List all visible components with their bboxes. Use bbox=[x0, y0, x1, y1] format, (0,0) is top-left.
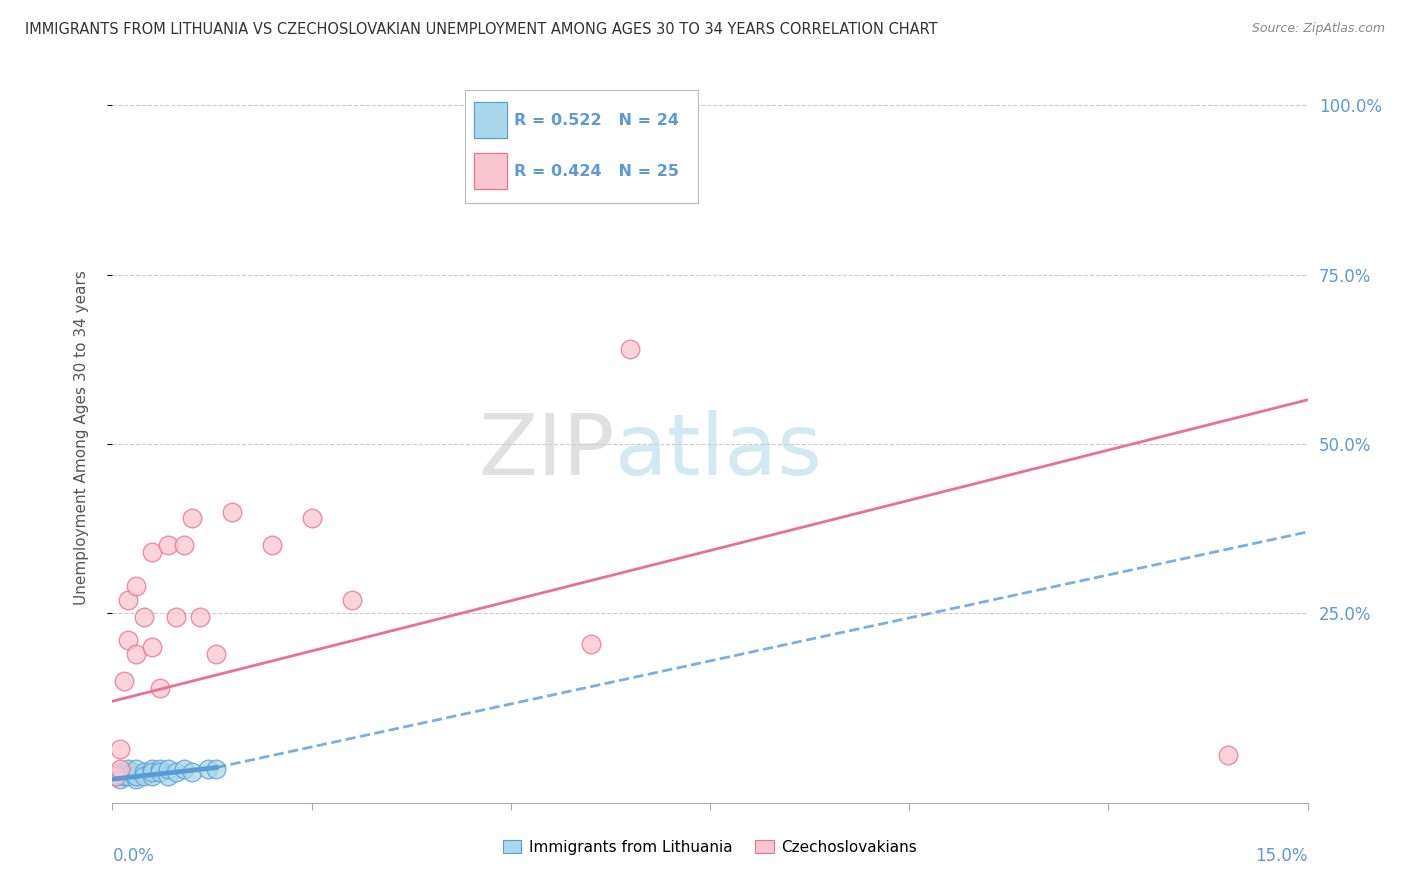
Point bbox=[105, 769, 128, 783]
Point bbox=[165, 765, 187, 780]
Point bbox=[125, 769, 148, 783]
Point bbox=[173, 762, 195, 776]
Point bbox=[121, 765, 143, 780]
Point bbox=[301, 511, 323, 525]
Point bbox=[157, 762, 180, 776]
Point bbox=[205, 647, 228, 661]
Point bbox=[110, 762, 132, 776]
Point bbox=[221, 505, 243, 519]
Point bbox=[1216, 748, 1239, 763]
Point bbox=[117, 769, 139, 783]
Text: 0.0%: 0.0% bbox=[112, 847, 155, 864]
Text: ZIP: ZIP bbox=[478, 410, 614, 493]
Point bbox=[125, 762, 148, 776]
Point bbox=[149, 681, 172, 695]
Point bbox=[141, 762, 163, 776]
Point bbox=[134, 609, 156, 624]
Point bbox=[117, 762, 139, 776]
Point bbox=[157, 769, 180, 783]
Point bbox=[141, 769, 163, 783]
Point bbox=[579, 637, 602, 651]
Point bbox=[181, 511, 204, 525]
Point bbox=[125, 647, 148, 661]
Point bbox=[117, 592, 139, 607]
Point bbox=[141, 765, 163, 780]
Point bbox=[188, 609, 211, 624]
Point bbox=[165, 609, 187, 624]
Point bbox=[157, 538, 180, 552]
Point bbox=[260, 538, 283, 552]
Point bbox=[105, 769, 128, 783]
Text: atlas: atlas bbox=[614, 410, 823, 493]
Point bbox=[149, 765, 172, 780]
Text: IMMIGRANTS FROM LITHUANIA VS CZECHOSLOVAKIAN UNEMPLOYMENT AMONG AGES 30 TO 34 YE: IMMIGRANTS FROM LITHUANIA VS CZECHOSLOVA… bbox=[25, 22, 938, 37]
Point bbox=[149, 762, 172, 776]
Point bbox=[134, 769, 156, 783]
Point bbox=[117, 633, 139, 648]
Text: Source: ZipAtlas.com: Source: ZipAtlas.com bbox=[1251, 22, 1385, 36]
Point bbox=[110, 765, 132, 780]
Point bbox=[340, 592, 363, 607]
Point bbox=[205, 762, 228, 776]
Point bbox=[141, 545, 163, 559]
Point bbox=[114, 673, 135, 688]
Point bbox=[125, 772, 148, 786]
Point bbox=[619, 342, 641, 356]
Y-axis label: Unemployment Among Ages 30 to 34 years: Unemployment Among Ages 30 to 34 years bbox=[75, 269, 89, 605]
Point bbox=[110, 772, 132, 786]
Text: 15.0%: 15.0% bbox=[1256, 847, 1308, 864]
Point bbox=[134, 765, 156, 780]
Point bbox=[110, 741, 132, 756]
Point bbox=[173, 538, 195, 552]
Point bbox=[181, 765, 204, 780]
Point bbox=[125, 579, 148, 593]
Legend: Immigrants from Lithuania, Czechoslovakians: Immigrants from Lithuania, Czechoslovaki… bbox=[496, 834, 924, 861]
Point bbox=[197, 762, 219, 776]
Point bbox=[114, 769, 135, 783]
Point bbox=[141, 640, 163, 654]
